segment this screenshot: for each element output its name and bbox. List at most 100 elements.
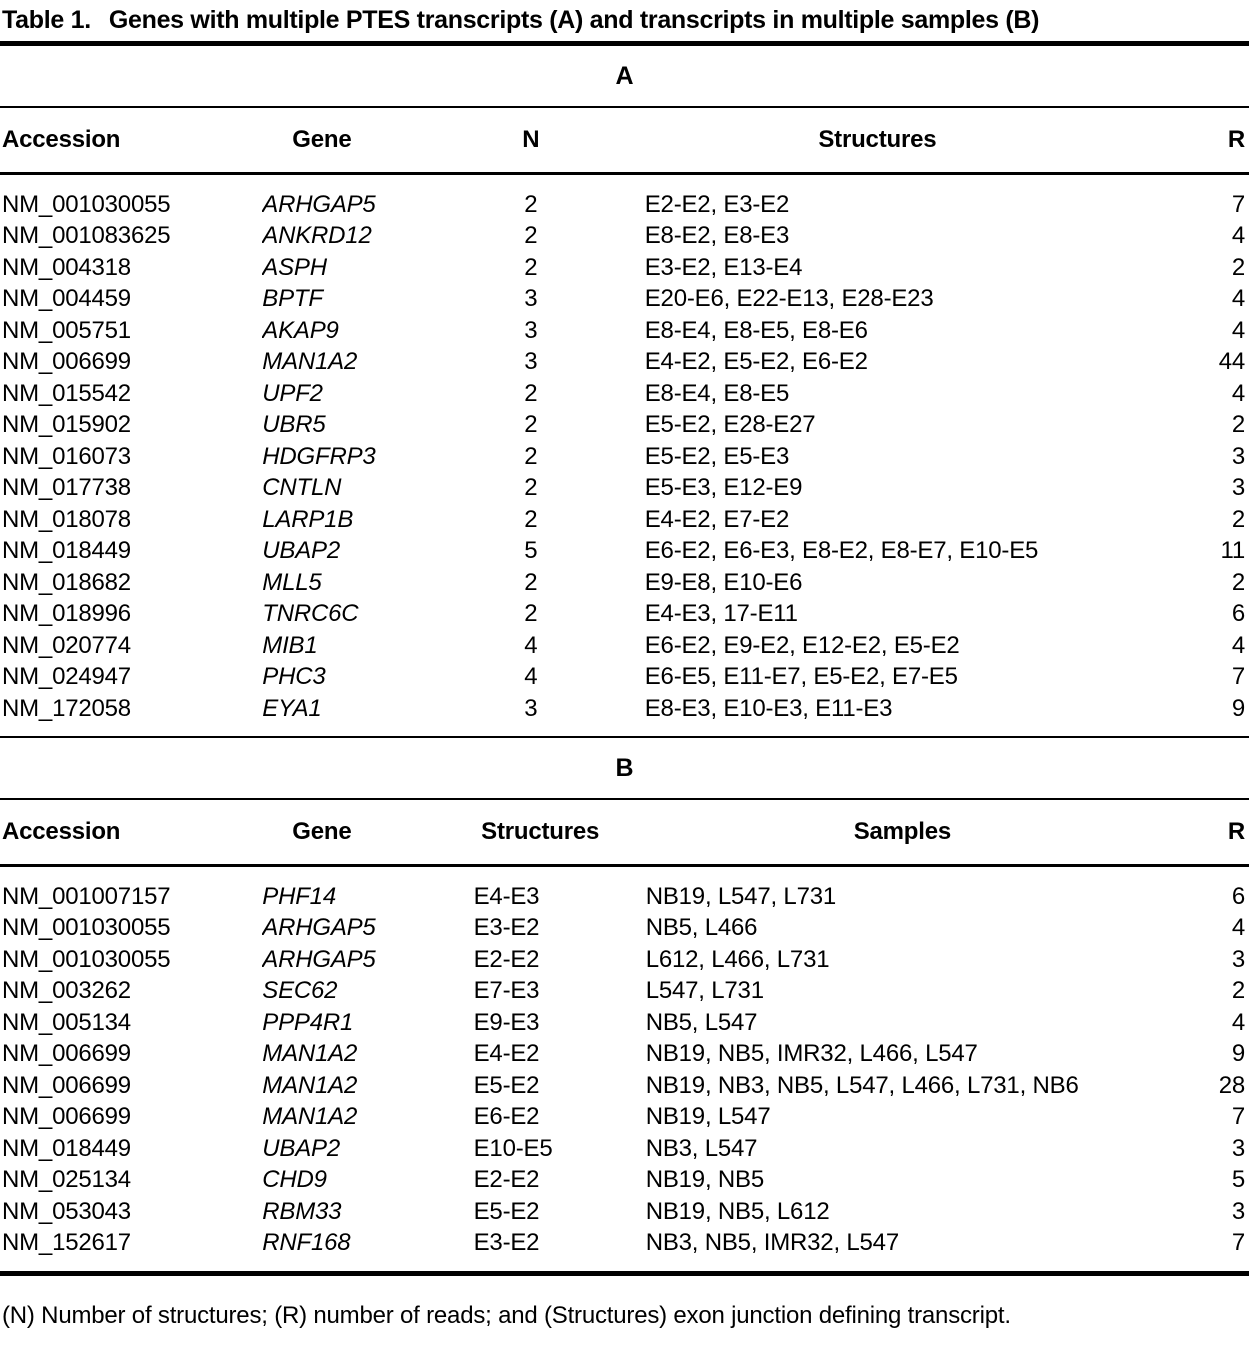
- column-header-r: R: [1174, 106, 1249, 175]
- gene-cell: BPTF: [262, 285, 323, 312]
- n-cell: 2: [524, 190, 538, 218]
- r-cell: 2: [1231, 411, 1245, 438]
- samples-cell: NB19, NB3, NB5, L547, L466, L731, NB6: [645, 1071, 1079, 1099]
- n-cell: 2: [524, 411, 538, 438]
- table-row: NM_015542 UPF2 2 E8-E4, E8-E5 4: [0, 378, 1249, 410]
- r-cell: 44: [1218, 348, 1245, 375]
- r-cell: 3: [1231, 442, 1245, 470]
- accession-cell: NM_017738: [2, 474, 131, 501]
- n-cell: 4: [524, 663, 538, 690]
- r-cell: 4: [1231, 631, 1245, 659]
- table-row: NM_020774 MIB1 4 E6-E2, E9-E2, E12-E2, E5-E…: [0, 630, 1249, 662]
- accession-cell: NM_018682: [2, 568, 131, 596]
- gene-cell: LARP1B: [262, 505, 354, 533]
- gene-cell: CNTLN: [262, 474, 342, 501]
- table-row: NM_006699 MAN1A2 E5-E2 NB19, NB3, NB5, L547…: [0, 1070, 1249, 1102]
- r-cell: 6: [1231, 882, 1245, 910]
- table-row: NM_018449 UBAP2 E10-E5 NB3, L547 3: [0, 1133, 1249, 1165]
- column-header-gene: Gene: [262, 106, 481, 175]
- gene-cell: ANKRD12: [262, 222, 372, 249]
- samples-cell: NB19, L547, L731: [645, 882, 837, 910]
- table-row: NM_053043 RBM33 E5-E2 NB19, NB5, L612 3: [0, 1196, 1249, 1228]
- accession-cell: NM_003262: [2, 977, 131, 1004]
- gene-cell: UBAP2: [262, 537, 340, 564]
- gene-cell: CHD9: [262, 1166, 327, 1193]
- r-cell: 28: [1218, 1071, 1245, 1099]
- accession-cell: NM_015902: [2, 411, 131, 438]
- n-cell: 2: [524, 253, 538, 281]
- table-title: Table 1. Genes with multiple PTES transcr…: [0, 4, 1249, 41]
- table-row: NM_017738 CNTLN 2 E5-E3, E12-E9 3: [0, 472, 1249, 504]
- accession-cell: NM_025134: [2, 1166, 131, 1193]
- structures-cell: E3-E2, E13-E4: [644, 253, 803, 281]
- accession-cell: NM_004318: [2, 253, 131, 281]
- accession-cell: NM_016073: [2, 442, 131, 470]
- table-a: Accession Gene N Structures R NM_0010300…: [0, 106, 1249, 738]
- accession-cell: NM_005134: [2, 1008, 131, 1036]
- gene-cell: RBM33: [262, 1197, 342, 1225]
- r-cell: 7: [1231, 663, 1245, 690]
- n-cell: 2: [524, 474, 538, 501]
- n-cell: 3: [524, 348, 538, 375]
- samples-cell: NB3, L547: [645, 1134, 758, 1162]
- structures-cell: E7-E3: [473, 977, 540, 1004]
- column-header-n: N: [480, 106, 581, 175]
- table-caption: Genes with multiple PTES transcripts (A)…: [108, 6, 1040, 34]
- structures-cell: E10-E5: [473, 1134, 553, 1162]
- structures-cell: E20-E6, E22-E13, E28-E23: [644, 285, 934, 312]
- gene-cell: PPP4R1: [262, 1008, 354, 1036]
- column-header-accession: Accession: [0, 798, 263, 867]
- accession-cell: NM_018449: [2, 537, 131, 564]
- gene-cell: SEC62: [262, 977, 338, 1004]
- structures-cell: E8-E2, E8-E3: [644, 222, 790, 249]
- structures-cell: E8-E4, E8-E5, E8-E6: [644, 316, 868, 344]
- n-cell: 5: [524, 537, 538, 564]
- gene-cell: PHC3: [262, 663, 326, 690]
- samples-cell: NB19, NB5, IMR32, L466, L547: [645, 1040, 978, 1067]
- r-cell: 4: [1231, 1008, 1245, 1036]
- gene-cell: ASPH: [262, 253, 327, 281]
- structures-cell: E2-E2, E3-E2: [644, 190, 790, 218]
- structures-cell: E4-E3: [473, 882, 540, 910]
- table-b-header: Accession Gene Structures Samples R: [0, 798, 1249, 867]
- r-cell: 2: [1231, 253, 1245, 281]
- accession-cell: NM_172058: [2, 694, 131, 722]
- accession-cell: NM_005751: [2, 316, 131, 344]
- gene-cell: HDGFRP3: [262, 442, 376, 470]
- column-header-r: R: [1174, 798, 1249, 867]
- r-cell: 7: [1231, 190, 1245, 218]
- column-header-samples: Samples: [630, 798, 1175, 867]
- table-row: NM_024947 PHC3 4 E6-E5, E11-E7, E5-E2, E7-E…: [0, 661, 1249, 693]
- table-row: NM_006699 MAN1A2 E4-E2 NB19, NB5, IMR32, L4…: [0, 1038, 1249, 1070]
- structures-cell: E4-E3, 17-E11: [644, 600, 798, 627]
- r-cell: 4: [1231, 222, 1245, 249]
- gene-cell: MAN1A2: [262, 1040, 358, 1067]
- r-cell: 11: [1220, 537, 1245, 564]
- r-cell: 4: [1231, 379, 1245, 407]
- r-cell: 7: [1231, 1103, 1245, 1130]
- r-cell: 4: [1231, 914, 1245, 941]
- gene-cell: EYA1: [262, 694, 322, 722]
- n-cell: 3: [524, 285, 538, 312]
- column-header-accession: Accession: [0, 106, 263, 175]
- structures-cell: E4-E2, E5-E2, E6-E2: [644, 348, 868, 375]
- table-a-header: Accession Gene N Structures R: [0, 106, 1249, 175]
- table-row: NM_152617 RNF168 E3-E2 NB3, NB5, IMR32, L54…: [0, 1227, 1249, 1273]
- structures-cell: E6-E2, E6-E3, E8-E2, E8-E7, E10-E5: [644, 537, 1039, 564]
- table-row: NM_006699 MAN1A2 3 E4-E2, E5-E2, E6-E2 44: [0, 346, 1249, 378]
- r-cell: 4: [1231, 285, 1245, 312]
- n-cell: 2: [524, 222, 538, 249]
- table-b: Accession Gene Structures Samples R NM_0…: [0, 798, 1249, 1276]
- structures-cell: E5-E2: [473, 1197, 540, 1225]
- gene-cell: MIB1: [262, 631, 318, 659]
- r-cell: 3: [1231, 474, 1245, 501]
- r-cell: 9: [1231, 694, 1245, 722]
- gene-cell: TNRC6C: [262, 600, 359, 627]
- table-row: NM_001083625 ANKRD12 2 E8-E2, E8-E3 4: [0, 220, 1249, 252]
- n-cell: 3: [524, 316, 538, 344]
- structures-cell: E9-E3: [473, 1008, 540, 1036]
- samples-cell: NB5, L547: [645, 1008, 758, 1036]
- samples-cell: L547, L731: [645, 977, 764, 1004]
- structures-cell: E2-E2: [473, 1166, 540, 1193]
- accession-cell: NM_018996: [2, 600, 131, 627]
